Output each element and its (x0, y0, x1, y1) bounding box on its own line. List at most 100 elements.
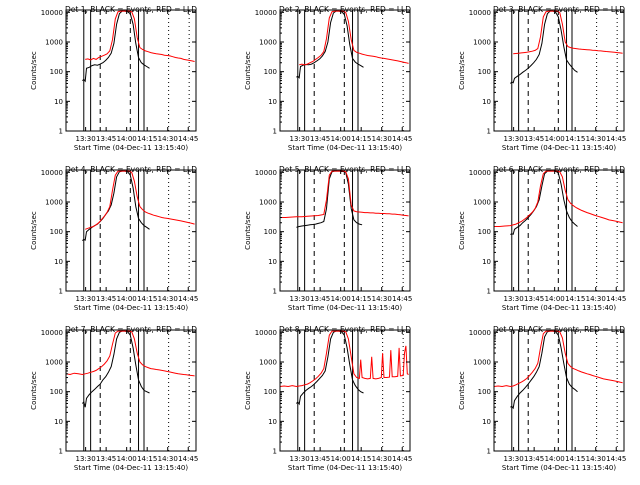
panel-frame (65, 169, 197, 292)
panel-frame (493, 329, 625, 452)
y-tick-label: 1000 (473, 359, 491, 367)
lld-series-line (494, 330, 623, 388)
y-tick-label: 10000 (255, 329, 277, 337)
y-tick-label: 10 (54, 258, 63, 266)
x-tick-label: 14:15 (565, 295, 585, 303)
panel-plot-area (494, 170, 623, 291)
x-tick-label: 13:45 (310, 455, 330, 463)
y-tick-label: 10 (482, 258, 491, 266)
y-axis-label: Counts/sec (458, 371, 466, 410)
y-tick-label: 1000 (259, 39, 277, 47)
panel-plot-area (280, 170, 409, 291)
lld-series-line (66, 330, 195, 377)
panel-frame (493, 169, 625, 292)
y-axis-label: Counts/sec (30, 371, 38, 410)
panel-plot-area (280, 330, 409, 451)
x-tick-label: 14:15 (137, 135, 157, 143)
detector-panel-5: 1 10 100 1000 10000 13:30 13:45 14:00 14:15 14:30… (244, 165, 412, 312)
y-tick-label: 1000 (259, 199, 277, 207)
x-tick-label: 13:45 (524, 455, 544, 463)
y-tick-label: 1 (59, 448, 63, 456)
x-tick-label: 13:30 (504, 135, 524, 143)
panel-title: Det 2, BLACK = Events, RED = LLD (279, 5, 411, 14)
y-tick-label: 10000 (469, 9, 491, 17)
panel-frame (493, 9, 625, 132)
x-axis-label: Start Time (04-Dec-11 13:15:40) (74, 464, 188, 472)
x-tick-label: 14:45 (392, 295, 412, 303)
lld-series-line (280, 330, 409, 388)
x-tick-label: 13:30 (290, 295, 310, 303)
y-tick-label: 10 (268, 258, 277, 266)
y-axis-label: Counts/sec (30, 51, 38, 90)
y-tick-label: 1 (273, 128, 277, 136)
x-tick-label: 14:15 (351, 455, 371, 463)
y-tick-label: 10 (482, 98, 491, 106)
panel-frame (279, 329, 411, 452)
x-tick-label: 13:30 (76, 135, 96, 143)
y-tick-label: 10 (54, 98, 63, 106)
x-tick-label: 13:45 (96, 135, 116, 143)
y-tick-label: 1 (59, 288, 63, 296)
x-tick-label: 14:15 (565, 455, 585, 463)
lld-series-line (85, 10, 195, 62)
x-axis-label: Start Time (04-Dec-11 13:15:40) (288, 464, 402, 472)
detector-panel-7: 1 10 100 1000 10000 13:30 13:45 14:00 14:15 14:30… (30, 325, 198, 472)
x-tick-label: 14:45 (178, 455, 198, 463)
y-tick-label: 10 (54, 418, 63, 426)
x-tick-label: 13:45 (310, 135, 330, 143)
x-tick-label: 13:30 (504, 455, 524, 463)
x-tick-label: 14:00 (331, 295, 351, 303)
y-tick-label: 1000 (259, 359, 277, 367)
panel-title: Det 1, BLACK = Events, RED = LLD (65, 5, 197, 14)
y-tick-label: 1 (273, 288, 277, 296)
x-axis-label: Start Time (04-Dec-11 13:15:40) (502, 144, 616, 152)
events-series-line (510, 330, 578, 410)
panel-title: Det 6, BLACK = Events, RED = LLD (493, 165, 625, 174)
y-tick-label: 10000 (41, 329, 63, 337)
panel-title: Det 9, BLACK = Events, RED = LLD (493, 325, 625, 334)
x-tick-label: 13:45 (96, 455, 116, 463)
y-axis-label: Counts/sec (244, 51, 252, 90)
x-tick-label: 14:30 (586, 455, 606, 463)
x-tick-label: 14:30 (372, 135, 392, 143)
panel-frame (65, 329, 197, 452)
y-tick-label: 10000 (41, 169, 63, 177)
y-tick-label: 1 (487, 128, 491, 136)
y-axis-label: Counts/sec (244, 211, 252, 250)
panel-title: Det 5, BLACK = Events, RED = LLD (279, 165, 411, 174)
detector-panel-8: 1 10 100 1000 10000 13:30 13:45 14:00 14:15 14:30… (244, 325, 412, 472)
x-axis-label: Start Time (04-Dec-11 13:15:40) (502, 304, 616, 312)
y-tick-label: 100 (478, 228, 491, 236)
y-tick-label: 100 (50, 68, 63, 76)
y-tick-label: 10000 (41, 9, 63, 17)
x-tick-label: 14:30 (158, 295, 178, 303)
y-tick-label: 10 (482, 418, 491, 426)
detector-panel-2: 1 10 100 1000 10000 13:30 13:45 14:00 14:15 14:30… (244, 5, 412, 152)
x-tick-label: 13:30 (290, 135, 310, 143)
y-tick-label: 100 (264, 228, 277, 236)
y-tick-label: 1000 (45, 39, 63, 47)
lld-series-line (494, 170, 623, 227)
panel-plot-area (82, 170, 195, 291)
x-tick-label: 13:30 (290, 455, 310, 463)
y-tick-label: 1000 (473, 199, 491, 207)
x-tick-label: 14:30 (158, 135, 178, 143)
x-tick-label: 14:30 (372, 455, 392, 463)
x-tick-label: 14:45 (606, 135, 626, 143)
panel-frame (65, 9, 197, 132)
y-axis-label: Counts/sec (458, 51, 466, 90)
x-tick-label: 14:45 (392, 135, 412, 143)
x-tick-label: 14:30 (586, 295, 606, 303)
x-tick-label: 14:15 (137, 455, 157, 463)
y-tick-label: 100 (50, 388, 63, 396)
panel-plot-area (82, 10, 195, 131)
y-tick-label: 100 (264, 388, 277, 396)
events-series-line (296, 330, 364, 406)
panel-title: Det 7, BLACK = Events, RED = LLD (65, 325, 197, 334)
y-tick-label: 100 (478, 68, 491, 76)
detector-panel-3: 1 10 100 1000 10000 13:30 13:45 14:00 14:15 14:30… (458, 5, 626, 152)
x-tick-label: 14:00 (545, 295, 565, 303)
lld-series-line (513, 10, 623, 55)
lld-series-line (280, 170, 409, 218)
